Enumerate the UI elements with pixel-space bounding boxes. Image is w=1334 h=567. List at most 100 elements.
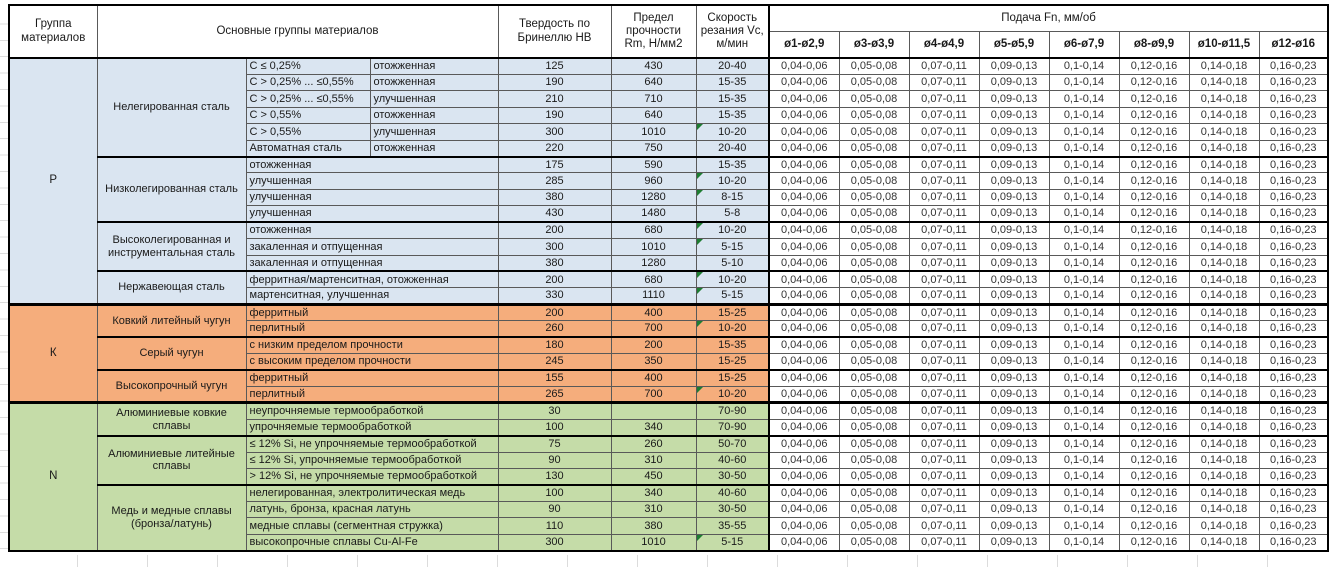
cell-feed[interactable]: 0,16-0,23 <box>1258 155 1329 174</box>
cell-feed[interactable]: 0,14-0,18 <box>1188 353 1260 371</box>
cell-feed[interactable]: 0,07-0,11 <box>908 238 980 256</box>
cell-condition-state[interactable]: улучшенная <box>369 123 499 141</box>
cell-feed[interactable]: 0,1-0,14 <box>1048 172 1120 190</box>
cell-feed[interactable]: 0,07-0,11 <box>908 73 980 92</box>
cell-condition[interactable]: улучшенная <box>245 205 499 223</box>
cell-condition-state[interactable]: отожженная <box>369 56 499 75</box>
cell-feed[interactable]: 0,16-0,23 <box>1258 56 1329 75</box>
cell-feed[interactable]: 0,09-0,13 <box>978 270 1050 289</box>
cell-condition[interactable]: C > 0,55% <box>245 123 371 141</box>
cell-cutting-speed[interactable]: 5-15 <box>695 533 770 552</box>
cell-condition-state[interactable]: отожженная <box>369 106 499 125</box>
cell-feed[interactable]: 0,07-0,11 <box>908 287 980 305</box>
cell-hardness[interactable]: 330 <box>497 287 612 305</box>
cell-feed[interactable]: 0,12-0,16 <box>1118 56 1190 75</box>
cell-feed[interactable]: 0,12-0,16 <box>1118 73 1190 92</box>
cell-feed[interactable]: 0,04-0,06 <box>768 483 840 502</box>
cell-condition[interactable]: Автоматная сталь <box>245 139 371 158</box>
cell-feed[interactable]: 0,16-0,23 <box>1258 434 1329 453</box>
cell-feed[interactable]: 0,05-0,08 <box>838 56 910 75</box>
cell-feed[interactable]: 0,07-0,11 <box>908 302 980 322</box>
cell-feed[interactable]: 0,14-0,18 <box>1188 155 1260 174</box>
cell-strength[interactable]: 450 <box>610 468 697 486</box>
cell-feed[interactable]: 0,12-0,16 <box>1118 320 1190 338</box>
cell-material-class[interactable]: P <box>8 56 98 305</box>
cell-feed[interactable]: 0,1-0,14 <box>1048 56 1120 75</box>
cell-feed[interactable]: 0,1-0,14 <box>1048 368 1120 387</box>
cell-feed[interactable]: 0,07-0,11 <box>908 401 980 420</box>
cell-feed[interactable]: 0,07-0,11 <box>908 451 980 470</box>
cell-condition[interactable]: ферритный <box>245 368 499 387</box>
cell-feed[interactable]: 0,05-0,08 <box>838 385 910 404</box>
cell-feed[interactable]: 0,05-0,08 <box>838 401 910 420</box>
cell-feed[interactable]: 0,16-0,23 <box>1258 302 1329 322</box>
cell-condition[interactable]: отожженная <box>245 155 499 174</box>
cell-feed[interactable]: 0,12-0,16 <box>1118 385 1190 404</box>
cell-condition[interactable]: упрочняемые термообработкой <box>245 418 499 437</box>
cell-feed[interactable]: 0,1-0,14 <box>1048 320 1120 338</box>
cell-strength[interactable]: 350 <box>610 353 697 371</box>
cell-hardness[interactable]: 380 <box>497 188 612 207</box>
cell-feed[interactable]: 0,09-0,13 <box>978 401 1050 420</box>
cell-cutting-speed[interactable]: 8-15 <box>695 188 770 207</box>
cell-feed[interactable]: 0,07-0,11 <box>908 353 980 371</box>
cell-cutting-speed[interactable]: 15-25 <box>695 368 770 387</box>
cell-strength[interactable]: 430 <box>610 56 697 75</box>
cell-feed[interactable]: 0,14-0,18 <box>1188 254 1260 272</box>
cell-hardness[interactable]: 110 <box>497 517 612 535</box>
cell-feed[interactable]: 0,14-0,18 <box>1188 106 1260 125</box>
cell-cutting-speed[interactable]: 40-60 <box>695 483 770 502</box>
cell-feed[interactable]: 0,05-0,08 <box>838 483 910 502</box>
cell-feed[interactable]: 0,09-0,13 <box>978 238 1050 256</box>
cell-feed[interactable]: 0,07-0,11 <box>908 90 980 108</box>
cell-strength[interactable]: 1480 <box>610 205 697 223</box>
cell-feed[interactable]: 0,12-0,16 <box>1118 238 1190 256</box>
cell-feed[interactable]: 0,16-0,23 <box>1258 90 1329 108</box>
cell-feed[interactable]: 0,05-0,08 <box>838 434 910 453</box>
cell-feed[interactable]: 0,04-0,06 <box>768 401 840 420</box>
cell-cutting-speed[interactable]: 40-60 <box>695 451 770 470</box>
cell-feed[interactable]: 0,09-0,13 <box>978 287 1050 305</box>
cell-feed[interactable]: 0,14-0,18 <box>1188 73 1260 92</box>
cell-feed[interactable]: 0,04-0,06 <box>768 106 840 125</box>
cell-material-class[interactable]: К <box>8 302 98 404</box>
cell-hardness[interactable]: 200 <box>497 270 612 289</box>
cell-hardness[interactable]: 210 <box>497 90 612 108</box>
cell-feed[interactable]: 0,04-0,06 <box>768 238 840 256</box>
cell-feed[interactable]: 0,14-0,18 <box>1188 270 1260 289</box>
cell-cutting-speed[interactable]: 15-25 <box>695 302 770 322</box>
cell-feed[interactable]: 0,07-0,11 <box>908 385 980 404</box>
cell-feed[interactable]: 0,12-0,16 <box>1118 302 1190 322</box>
cell-hardness[interactable]: 190 <box>497 106 612 125</box>
cell-feed[interactable]: 0,09-0,13 <box>978 533 1050 552</box>
cell-feed[interactable]: 0,05-0,08 <box>838 468 910 486</box>
cell-feed[interactable]: 0,07-0,11 <box>908 188 980 207</box>
cell-feed[interactable]: 0,1-0,14 <box>1048 238 1120 256</box>
cell-feed[interactable]: 0,12-0,16 <box>1118 500 1190 519</box>
cell-feed[interactable]: 0,07-0,11 <box>908 336 980 355</box>
cell-condition[interactable]: C > 0,55% <box>245 106 371 125</box>
cell-strength[interactable]: 400 <box>610 302 697 322</box>
cell-feed[interactable]: 0,14-0,18 <box>1188 123 1260 141</box>
cell-feed[interactable]: 0,14-0,18 <box>1188 172 1260 190</box>
cell-feed[interactable]: 0,12-0,16 <box>1118 368 1190 387</box>
cell-material-group[interactable]: Алюминиевые литейные сплавы <box>96 434 247 486</box>
cell-feed[interactable]: 0,04-0,06 <box>768 336 840 355</box>
cell-feed[interactable]: 0,14-0,18 <box>1188 205 1260 223</box>
cell-feed[interactable]: 0,09-0,13 <box>978 56 1050 75</box>
cell-condition[interactable]: закаленная и отпущенная <box>245 254 499 272</box>
cell-feed[interactable]: 0,14-0,18 <box>1188 336 1260 355</box>
cell-condition[interactable]: улучшенная <box>245 188 499 207</box>
cell-strength[interactable]: 380 <box>610 517 697 535</box>
cell-strength[interactable]: 1010 <box>610 238 697 256</box>
cell-feed[interactable]: 0,09-0,13 <box>978 123 1050 141</box>
cell-cutting-speed[interactable]: 15-25 <box>695 353 770 371</box>
cell-feed[interactable]: 0,14-0,18 <box>1188 401 1260 420</box>
cell-feed[interactable]: 0,05-0,08 <box>838 451 910 470</box>
cell-condition[interactable]: с высоким пределом прочности <box>245 353 499 371</box>
cell-condition[interactable]: ≤ 12% Si, упрочняемые термообработкой <box>245 451 499 470</box>
cell-cutting-speed[interactable]: 70-90 <box>695 401 770 420</box>
cell-feed[interactable]: 0,14-0,18 <box>1188 320 1260 338</box>
cell-feed[interactable]: 0,04-0,06 <box>768 90 840 108</box>
cell-feed[interactable]: 0,14-0,18 <box>1188 221 1260 240</box>
